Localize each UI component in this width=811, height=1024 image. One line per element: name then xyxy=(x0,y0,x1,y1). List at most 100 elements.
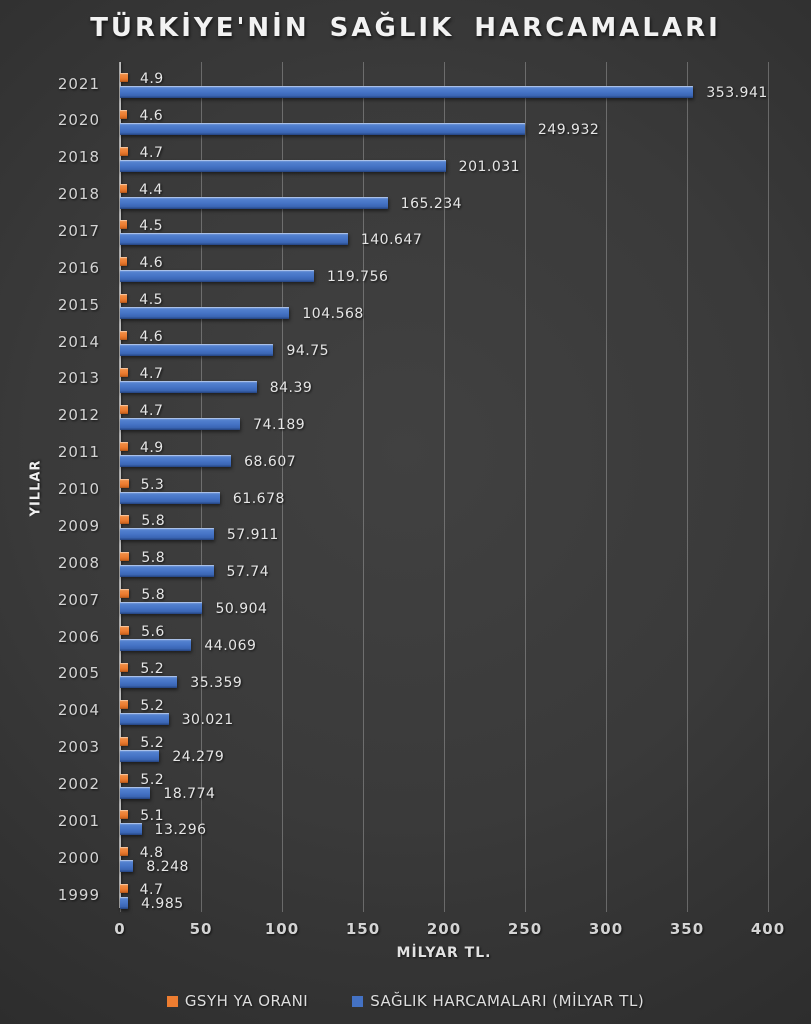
chart-row: 5.8 50.904 xyxy=(120,578,768,618)
year-label: 2002 xyxy=(57,775,100,794)
year-label: 2008 xyxy=(57,553,100,572)
legend-label-ratio: GSYH YA ORANI xyxy=(184,992,309,1010)
chart-row: 5.2 18.774 xyxy=(120,763,768,802)
ratio-bar xyxy=(120,662,129,672)
gridline xyxy=(525,62,526,912)
expenditure-bar xyxy=(120,380,257,393)
chart-row: 4.9 353.941 xyxy=(120,62,768,101)
expenditure-bar xyxy=(120,196,388,209)
ratio-bar xyxy=(120,478,129,488)
x-axis-tick-label: 50 xyxy=(189,920,213,938)
year-label: 2018 xyxy=(57,148,100,167)
expenditure-bar xyxy=(120,860,134,873)
expenditure-bar xyxy=(120,639,192,652)
year-label: 2010 xyxy=(57,480,100,499)
ratio-bar xyxy=(120,404,128,414)
ratio-bar xyxy=(120,146,128,156)
year-label: 2005 xyxy=(57,664,100,683)
ratio-value-label: 4.7 xyxy=(139,402,164,419)
ratio-value-label: 4.5 xyxy=(139,218,164,235)
gridline xyxy=(444,62,445,912)
ratio-value-label: 4.7 xyxy=(139,144,164,161)
expenditure-value-label: 84.39 xyxy=(269,379,313,396)
x-axis-tick-label: 150 xyxy=(345,920,381,938)
ratio-bar xyxy=(120,552,130,562)
gridline xyxy=(768,62,769,912)
ratio-bar xyxy=(120,441,128,451)
expenditure-bar xyxy=(120,307,290,320)
expenditure-bar xyxy=(120,565,214,578)
chart-row: 5.2 24.279 xyxy=(120,726,768,765)
year-label: 2013 xyxy=(57,369,100,388)
ratio-value-label: 5.2 xyxy=(140,660,165,677)
expenditure-value-label: 8.248 xyxy=(146,859,189,876)
ratio-bar xyxy=(120,810,129,820)
year-label: 2015 xyxy=(57,295,100,314)
ratio-value-label: 4.7 xyxy=(139,365,164,382)
expenditure-bar xyxy=(120,823,142,836)
ratio-bar xyxy=(120,220,128,230)
expenditure-value-label: 94.75 xyxy=(286,343,330,360)
expenditure-value-label: 140.647 xyxy=(360,232,423,249)
chart-row: 4.6 119.756 xyxy=(120,246,768,286)
plot-area: 4.9 353.941 4.6 249.932 4.7 201.031 4.4 165.234… xyxy=(119,62,769,912)
gridline xyxy=(687,62,688,912)
ratio-value-label: 5.6 xyxy=(141,624,165,641)
expenditure-value-label: 119.756 xyxy=(327,269,389,286)
year-label: 2021 xyxy=(57,74,100,93)
expenditure-bar xyxy=(120,344,274,357)
ratio-bar xyxy=(120,73,128,82)
expenditure-bar xyxy=(120,454,232,467)
chart-row: 5.2 35.359 xyxy=(120,652,768,691)
expenditure-bar xyxy=(120,897,129,910)
expenditure-value-label: 165.234 xyxy=(400,195,463,212)
chart-row: 5.1 13.296 xyxy=(120,799,768,839)
chart-title: TÜRKİYE'NİN SAĞLIK HARCAMALARI xyxy=(90,13,721,43)
ratio-bar xyxy=(120,589,130,599)
expenditure-value-label: 353.941 xyxy=(706,85,768,101)
chart-row: 4.9 68.607 xyxy=(120,431,768,470)
expenditure-value-label: 74.189 xyxy=(253,416,306,433)
legend-swatch-ratio-icon xyxy=(166,995,178,1007)
ratio-value-label: 5.2 xyxy=(140,771,165,788)
x-axis-tick-label: 300 xyxy=(588,920,624,938)
ratio-value-label: 4.6 xyxy=(139,255,164,272)
legend-label-expenditure: SAĞLIK HARCAMALARI (MİLYAR TL) xyxy=(370,992,645,1010)
expenditure-value-label: 68.607 xyxy=(244,453,297,470)
chart-row: 4.8 8.248 xyxy=(120,836,768,876)
legend-swatch-expenditure-icon xyxy=(352,995,364,1007)
chart-row: 5.3 61.678 xyxy=(120,468,768,507)
year-axis: 2021 2020 2018 2018 2017 2016 2015 2014 2013 2012… xyxy=(0,62,104,912)
ratio-value-label: 5.8 xyxy=(141,550,166,567)
ratio-value-label: 4.5 xyxy=(139,292,164,309)
expenditure-value-label: 57.911 xyxy=(226,527,279,544)
expenditure-value-label: 201.031 xyxy=(458,158,521,175)
expenditure-bar xyxy=(120,417,241,430)
chart-row: 4.5 104.568 xyxy=(120,283,768,323)
expenditure-value-label: 13.296 xyxy=(154,822,207,839)
ratio-value-label: 4.9 xyxy=(139,439,164,456)
ratio-bar xyxy=(120,626,130,636)
year-label: 2003 xyxy=(57,738,100,757)
expenditure-value-label: 18.774 xyxy=(163,785,216,802)
x-axis-tick-label: 0 xyxy=(114,920,126,938)
x-axis-tick-label: 250 xyxy=(507,920,543,938)
expenditure-bar xyxy=(120,86,694,98)
expenditure-value-label: 104.568 xyxy=(302,306,364,323)
ratio-bar xyxy=(120,884,128,894)
ratio-bar xyxy=(120,109,128,119)
expenditure-bar xyxy=(120,528,214,541)
ratio-bar xyxy=(120,294,128,304)
chart-row: 4.7 4.985 xyxy=(120,873,768,912)
ratio-value-label: 5.1 xyxy=(140,808,165,825)
expenditure-value-label: 50.904 xyxy=(215,601,268,618)
gridline xyxy=(606,62,607,912)
ratio-value-label: 4.8 xyxy=(139,845,164,862)
ratio-value-label: 4.7 xyxy=(139,882,164,899)
expenditure-bar xyxy=(120,122,525,135)
chart-row: 5.8 57.911 xyxy=(120,504,768,544)
year-label: 2007 xyxy=(57,590,100,609)
expenditure-bar xyxy=(120,675,178,688)
ratio-value-label: 5.2 xyxy=(140,734,165,751)
chart-row: 5.6 44.069 xyxy=(120,615,768,654)
